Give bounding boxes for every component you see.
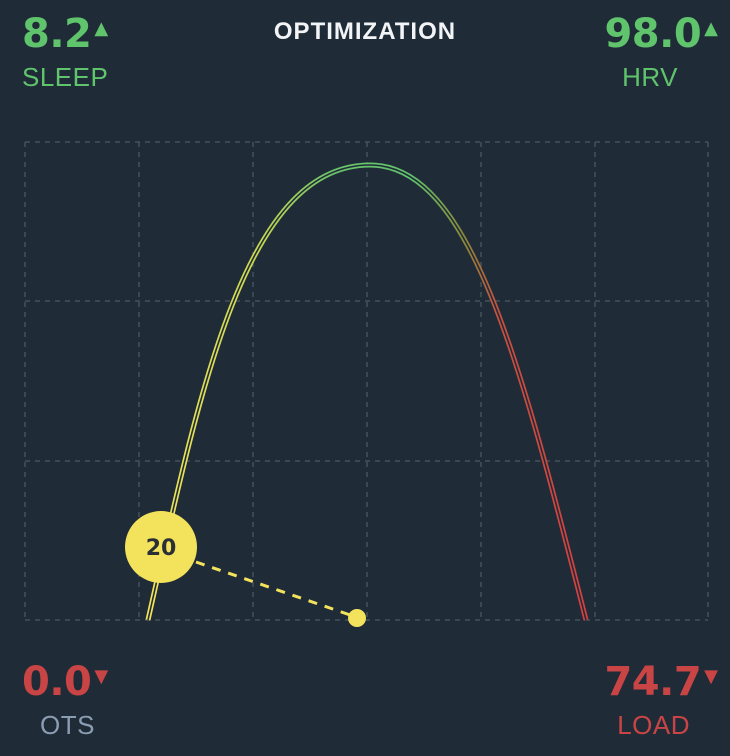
ots-value: 0.0: [22, 659, 92, 705]
hrv-value-row: 98.0 ▲: [604, 14, 718, 54]
marker-connector: [195, 560, 357, 619]
trend-down-icon: ▼: [94, 666, 109, 687]
sleep-value: 8.2: [22, 11, 92, 57]
sleep-value-row: 8.2 ▲: [22, 14, 108, 54]
hrv-metric: 98.0 ▲ HRV: [604, 14, 718, 90]
trend-up-icon: ▲: [94, 18, 109, 39]
load-value-row: 74.7 ▼: [604, 662, 718, 702]
load-label: LOAD: [617, 710, 690, 740]
load-value: 74.7: [604, 659, 702, 705]
score-marker-circle[interactable]: [125, 511, 197, 583]
sleep-metric: 8.2 ▲ SLEEP: [22, 14, 108, 90]
page-title: OPTIMIZATION: [273, 18, 457, 45]
trend-up-icon: ▲: [704, 18, 718, 39]
sleep-label: SLEEP: [22, 62, 109, 92]
hrv-value: 98.0: [604, 11, 702, 57]
chart-grid: [24, 141, 709, 621]
load-metric: 74.7 ▼ LOAD: [604, 662, 718, 738]
optimization-curve-inner: [147, 164, 587, 621]
ots-label: OTS: [40, 710, 95, 740]
ots-metric: 0.0 ▼ OTS: [22, 662, 108, 738]
trend-down-icon: ▼: [704, 666, 718, 687]
ots-value-row: 0.0 ▼: [22, 662, 108, 702]
score-marker[interactable]: 20: [125, 511, 197, 583]
current-point: [348, 609, 366, 627]
hrv-label: HRV: [622, 62, 678, 92]
score-marker-label: 20: [146, 536, 177, 561]
